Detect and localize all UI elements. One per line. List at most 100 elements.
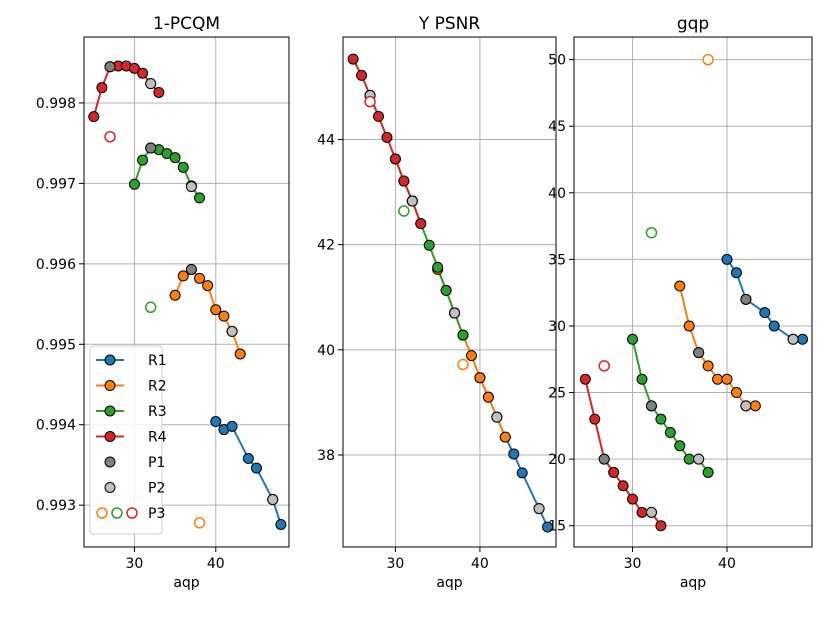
data-point-p2 (740, 400, 752, 412)
data-point-r1 (768, 320, 780, 332)
legend-marker (104, 431, 116, 442)
x-axis-label: aqp (436, 575, 462, 591)
legend-entry-r3: R3 (96, 404, 167, 420)
data-point-r1 (508, 448, 520, 460)
legend-marker-hollow (126, 507, 138, 519)
legend: R1 R2 R3 R4 P1 P2 P3 (89, 345, 167, 535)
axes-frame (83, 36, 290, 548)
data-point-r1 (226, 420, 238, 432)
data-point-r4 (627, 493, 639, 505)
data-point-r2 (749, 400, 761, 412)
y-tick-label: 30 (548, 319, 566, 335)
legend-label: R3 (148, 404, 167, 420)
x-tick-label: 30 (126, 556, 144, 572)
data-point-p1 (693, 347, 705, 359)
legend-entry-p1: P1 (104, 455, 165, 471)
data-point-r3 (636, 373, 648, 385)
data-point-r3 (664, 426, 676, 438)
legend-entry-r1: R1 (96, 353, 167, 369)
y-tick-label: 40 (548, 186, 566, 202)
data-point-r3 (702, 466, 714, 478)
data-point-p2 (226, 325, 238, 337)
legend-label: P1 (148, 455, 165, 471)
data-point-r3 (674, 440, 686, 452)
legend-marker (104, 482, 116, 493)
y-tick-label: 35 (548, 252, 566, 268)
data-point-p2 (449, 307, 461, 319)
data-point-r4 (636, 506, 648, 518)
x-tick-label: 30 (624, 556, 642, 572)
data-point-r4 (153, 87, 165, 99)
data-point-r3 (457, 329, 469, 341)
data-point-p3 (104, 130, 116, 143)
data-point-r2 (210, 304, 222, 316)
data-point-r2 (465, 350, 477, 362)
y-tick-label: 38 (317, 448, 335, 464)
data-point-r2 (218, 310, 230, 322)
data-point-r2 (674, 280, 686, 292)
y-tick-label: 0.993 (36, 498, 76, 514)
data-point-r4 (389, 153, 401, 165)
data-point-r3 (177, 161, 189, 173)
y-tick-label: 25 (548, 386, 566, 402)
data-point-p3 (645, 226, 658, 239)
plot-area (347, 53, 554, 533)
legend-marker-hollow (111, 507, 123, 519)
data-point-r2 (499, 431, 511, 443)
data-point-r4 (579, 373, 591, 385)
data-point-p3 (364, 95, 376, 108)
y-tick-label: 45 (548, 119, 566, 135)
data-point-r4 (655, 520, 667, 532)
data-point-r2 (721, 373, 733, 385)
data-point-r1 (210, 416, 222, 428)
x-tick-label: 40 (471, 556, 489, 572)
data-point-p1 (104, 61, 116, 73)
legend-marker (104, 405, 116, 417)
legend-entry-r4: R4 (96, 430, 167, 446)
data-point-p2 (787, 333, 799, 345)
data-point-r1 (250, 462, 262, 474)
legend-marker (104, 380, 116, 391)
data-point-r1 (797, 333, 809, 345)
data-point-p3 (702, 53, 714, 66)
data-point-p1 (598, 453, 610, 465)
data-point-r1 (730, 267, 742, 279)
data-point-r2 (712, 373, 724, 385)
legend-marker (104, 354, 116, 366)
y-tick-label: 50 (548, 53, 566, 69)
panel-3: 30 40 15 20 25 30 35 40 45 50 gqp aqp (548, 14, 813, 591)
data-point-r3 (655, 413, 667, 425)
data-point-r3 (683, 453, 695, 465)
data-point-r4 (96, 82, 108, 94)
data-point-r4 (381, 131, 393, 143)
axes-frame (573, 36, 813, 548)
data-point-r2 (169, 289, 181, 301)
data-point-p2 (645, 506, 657, 518)
legend-label: P3 (148, 506, 165, 522)
data-point-r3 (137, 154, 149, 166)
data-point-r4 (88, 111, 100, 123)
data-point-r3 (128, 178, 140, 190)
legend-marker (104, 456, 116, 468)
data-point-r4 (398, 175, 410, 187)
x-tick-label: 40 (207, 556, 225, 572)
data-point-r4 (128, 62, 140, 74)
data-point-r1 (759, 307, 771, 319)
y-tick-label: 44 (317, 133, 335, 149)
data-point-p2 (491, 411, 503, 423)
data-point-r2 (474, 372, 486, 384)
chart-title: 1-PCQM (153, 14, 220, 34)
legend-label: R1 (148, 353, 167, 369)
chart-title: Y PSNR (418, 14, 481, 34)
data-point-r4 (415, 218, 427, 230)
legend-label: R4 (148, 430, 167, 446)
data-point-r3 (440, 284, 452, 296)
y-tick-label: 42 (317, 238, 335, 254)
data-point-r1 (516, 467, 528, 479)
data-point-r4 (608, 466, 620, 478)
plot-area (579, 53, 809, 532)
x-tick-label: 30 (386, 556, 404, 572)
data-point-r4 (373, 110, 384, 122)
legend-entry-r2: R2 (96, 379, 167, 395)
